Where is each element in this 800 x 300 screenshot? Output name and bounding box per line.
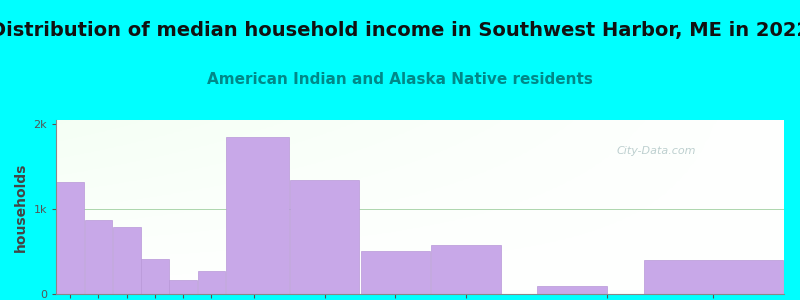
Text: American Indian and Alaska Native residents: American Indian and Alaska Native reside… bbox=[207, 72, 593, 87]
Text: Distribution of median household income in Southwest Harbor, ME in 2022: Distribution of median household income … bbox=[0, 21, 800, 40]
Bar bbox=[361, 251, 430, 294]
Bar bbox=[170, 280, 197, 294]
Y-axis label: households: households bbox=[14, 162, 28, 252]
Bar bbox=[226, 137, 289, 294]
Bar bbox=[198, 271, 226, 294]
Bar bbox=[644, 260, 782, 294]
Bar bbox=[113, 227, 141, 294]
Bar bbox=[290, 180, 359, 294]
Bar bbox=[431, 245, 501, 294]
Bar bbox=[538, 286, 606, 294]
Bar bbox=[56, 182, 84, 294]
Text: City-Data.com: City-Data.com bbox=[617, 146, 696, 156]
Bar bbox=[141, 259, 169, 294]
Bar bbox=[85, 220, 112, 294]
